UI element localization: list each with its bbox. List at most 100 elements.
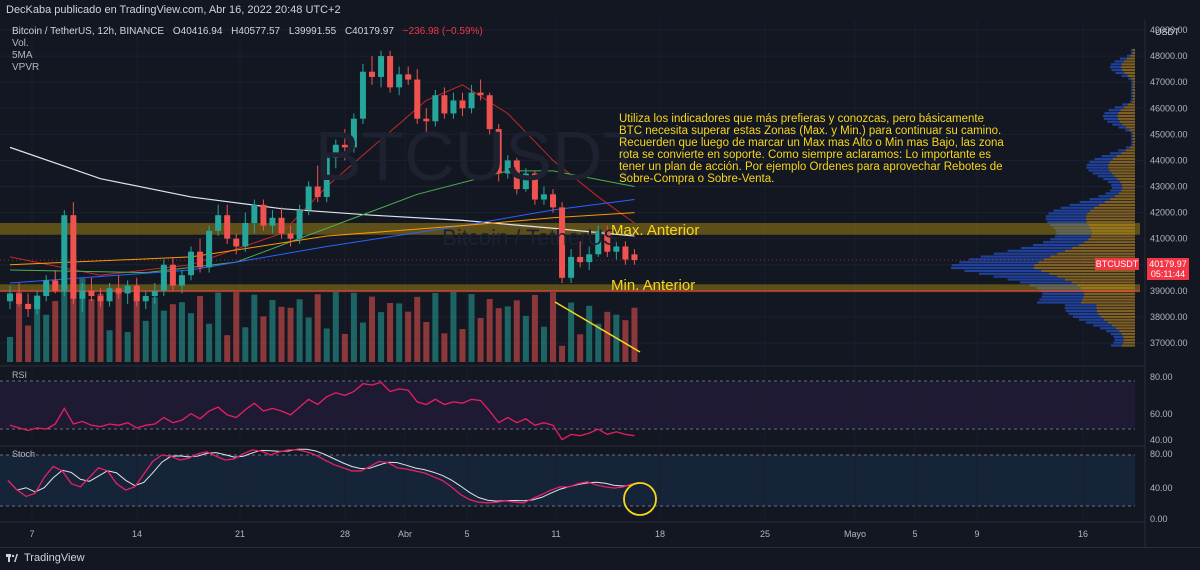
rsi-line xyxy=(9,381,635,441)
vpvr-bar-up xyxy=(1088,169,1110,172)
volume-bar xyxy=(459,329,466,362)
vpvr-bar-up xyxy=(1094,157,1113,161)
volume-bar xyxy=(631,307,638,362)
volume-bar xyxy=(396,303,403,362)
vpvr-bar-down xyxy=(1132,143,1135,146)
footer-brand[interactable]: TradingView xyxy=(24,552,85,564)
candle-body xyxy=(504,160,511,174)
vpvr-bar-down xyxy=(1121,152,1135,155)
candle-body xyxy=(495,129,502,174)
volume-bar xyxy=(586,305,593,362)
tradingview-logo-icon xyxy=(6,554,18,562)
candle-body xyxy=(115,288,122,294)
x-tick-label: 14 xyxy=(132,529,142,539)
vpvr-bar-down xyxy=(1108,166,1135,169)
x-tick-label: 21 xyxy=(235,529,245,539)
volume-bar xyxy=(522,315,529,362)
min-level-label: Min. Anterior xyxy=(611,277,696,294)
vpvr-bar-up xyxy=(993,252,1058,255)
y-tick-label: 38000.00 xyxy=(1150,312,1188,322)
vpvr-bar-up xyxy=(1113,341,1124,344)
legend-row-5ma[interactable]: 5MA xyxy=(12,50,33,61)
candle-body xyxy=(52,280,59,291)
vpvr-bar-down xyxy=(1116,155,1135,158)
vpvr-bar-down xyxy=(1128,103,1135,106)
vpvr-bar-down xyxy=(1121,332,1135,336)
rsi-label: RSI xyxy=(12,370,28,380)
volume-bar xyxy=(504,306,511,362)
candle-body xyxy=(251,204,258,224)
vpvr-bar-up xyxy=(1131,91,1133,95)
candle-body xyxy=(169,264,176,286)
y-tick-label: 43000.00 xyxy=(1150,182,1188,192)
vpvr-bar-up xyxy=(1113,335,1124,339)
vpvr-bar-up xyxy=(1112,186,1123,189)
vpvr-bar-down xyxy=(1123,341,1135,344)
vpvr-bar-up xyxy=(1102,114,1118,118)
vpvr-bar-down xyxy=(1090,209,1135,212)
last-price-tag: 40179.97 05:11:44 xyxy=(1147,258,1189,280)
volume-bar xyxy=(88,299,95,362)
vpvr-bar-up xyxy=(1111,68,1123,72)
vpvr-bar-down xyxy=(1123,60,1135,63)
vpvr-bar-down xyxy=(1115,327,1135,330)
candle-body xyxy=(513,160,520,190)
volume-bar xyxy=(477,318,484,362)
vpvr-bar-up xyxy=(978,272,1050,275)
candle-body xyxy=(369,71,375,77)
vpvr-bar-down xyxy=(1087,212,1135,215)
candle-body xyxy=(278,217,285,234)
legend-change: −236.98 (−0.59%) xyxy=(402,26,483,37)
last-price: 40179.97 xyxy=(1149,259,1187,269)
vpvr-bar-up xyxy=(964,269,1042,273)
vpvr-bar-down xyxy=(1094,206,1135,209)
ma-white-line xyxy=(9,146,635,237)
x-tick-label: 7 xyxy=(29,529,34,539)
volume-bar xyxy=(70,289,77,362)
vpvr-bar-up xyxy=(1085,321,1108,324)
candle-body xyxy=(559,207,566,278)
candle-body xyxy=(414,79,421,119)
price-chart[interactable]: 49000.00 48000.00 47000.00 46000.00 45000.00… xyxy=(0,20,1200,547)
vpvr-bar-up xyxy=(1131,83,1133,86)
ma-orange-line xyxy=(9,212,635,266)
vpvr-bar-down xyxy=(1072,246,1135,250)
vpvr-bar-up xyxy=(1115,71,1125,75)
vpvr-bar-up xyxy=(1073,315,1101,318)
volume-bar xyxy=(106,330,113,362)
volume-trendline xyxy=(554,301,641,353)
candle-body xyxy=(287,233,294,239)
vpvr-bar-down xyxy=(1104,318,1135,321)
legend-row-vol[interactable]: Vol. xyxy=(12,38,29,49)
candle-body xyxy=(468,92,475,109)
volume-bar xyxy=(378,312,385,362)
y-tick-label: 48000.00 xyxy=(1150,51,1188,61)
vpvr-bar-up xyxy=(1055,229,1092,232)
candle-body xyxy=(613,246,620,252)
vpvr-bar-up xyxy=(1050,238,1089,241)
vpvr-bar-down xyxy=(1131,77,1135,80)
candle-body xyxy=(151,290,158,297)
vpvr-bar-up xyxy=(1068,312,1099,316)
vpvr-bar-up xyxy=(980,255,1051,258)
vpvr-bar-up xyxy=(1097,175,1115,178)
vpvr-bar-down xyxy=(1080,287,1135,290)
candle-body xyxy=(88,290,95,297)
candle-body xyxy=(595,230,602,255)
vpvr-bar-up xyxy=(1130,100,1133,103)
legend-row-vpvr[interactable]: VPVR xyxy=(12,62,40,73)
vpvr-bar-down xyxy=(1111,172,1135,175)
vpvr-bar-up xyxy=(1007,249,1065,252)
volume-bar xyxy=(323,328,330,362)
candle-body xyxy=(332,144,339,158)
volume-bar xyxy=(260,316,267,362)
volume-bar xyxy=(197,296,204,362)
volume-bar xyxy=(305,317,312,362)
vpvr-bar-down xyxy=(1086,221,1135,224)
volume-bar xyxy=(432,292,439,362)
vpvr-bar-down xyxy=(1130,146,1135,149)
volume-bar xyxy=(495,308,502,362)
ma-blue-line xyxy=(9,199,635,284)
vpvr-bar-up xyxy=(1029,284,1078,287)
bar-timer: 05:11:44 xyxy=(1150,269,1186,279)
